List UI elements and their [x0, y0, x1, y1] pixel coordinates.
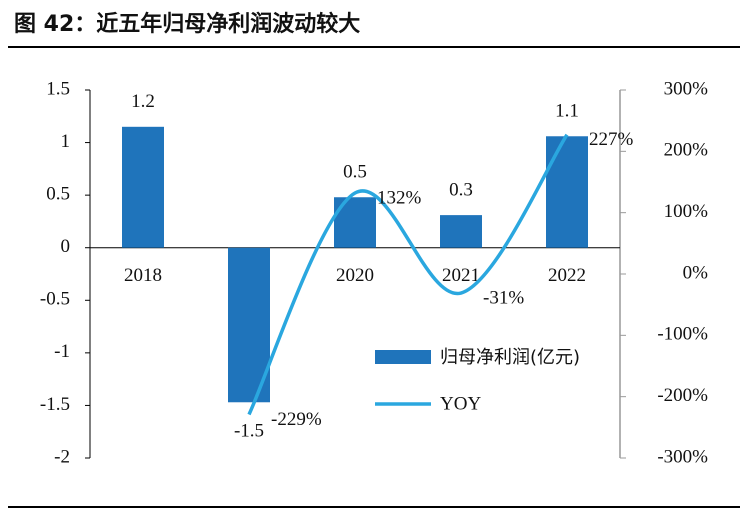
- y2-tick-label: 200%: [664, 140, 709, 161]
- line-value-label: 132%: [377, 187, 422, 208]
- line-value-label: -229%: [271, 409, 322, 430]
- y-tick-label: -2: [54, 446, 70, 467]
- bar-value-label: 1.1: [555, 101, 579, 122]
- bar-value-label: 0.5: [343, 162, 367, 183]
- bar: [122, 126, 164, 248]
- y-tick-label: 0: [61, 236, 71, 257]
- y-tick-label: 1.5: [46, 78, 70, 99]
- y-tick-label: 0.5: [46, 184, 70, 205]
- bar: [546, 136, 588, 248]
- bar: [334, 197, 376, 248]
- line-value-label: 227%: [589, 129, 634, 150]
- line-value-label: -31%: [483, 287, 524, 308]
- x-tick-label: 2021: [442, 265, 480, 286]
- yoy-line: [247, 133, 569, 416]
- y2-tick-label: 0%: [683, 262, 709, 283]
- y-tick-label: -1: [54, 341, 70, 362]
- y2-tick-label: 300%: [664, 78, 709, 99]
- y2-tick-label: 100%: [664, 201, 709, 222]
- legend-label: 归母净利润(亿元): [440, 347, 580, 368]
- legend-label: YOY: [440, 393, 481, 414]
- y-tick-label: -1.5: [40, 394, 70, 415]
- x-tick-label: 2020: [336, 265, 374, 286]
- x-tick-label: 2022: [548, 265, 586, 286]
- bar-value-label: -1.5: [234, 421, 264, 442]
- y2-tick-label: -200%: [657, 385, 708, 406]
- bar: [440, 215, 482, 248]
- legend-swatch: [375, 350, 431, 364]
- bar-value-label: 0.3: [449, 179, 473, 200]
- y-tick-label: 1: [61, 131, 71, 152]
- bar-value-label: 1.2: [131, 91, 155, 112]
- y2-tick-label: -100%: [657, 324, 708, 345]
- x-tick-label: 2018: [124, 265, 162, 286]
- y-tick-label: -0.5: [40, 289, 70, 310]
- y2-tick-label: -300%: [657, 446, 708, 467]
- chart-title: 图 42：近五年归母净利润波动较大: [14, 11, 360, 37]
